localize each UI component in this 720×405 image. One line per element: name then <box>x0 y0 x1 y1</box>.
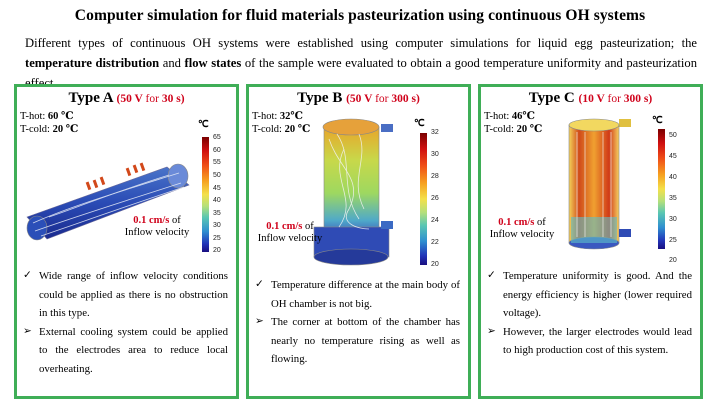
type-b-notes: ✓ Temperature difference at the main body… <box>255 276 460 369</box>
page-title: Computer simulation for fluid materials … <box>74 7 646 24</box>
type-c-temperatures: T-hot: 46℃ T-cold: 20 ℃ <box>484 111 543 135</box>
type-c-tick: 40 <box>669 174 677 181</box>
type-a-tick: 50 <box>213 172 221 179</box>
type-b-inflow-velocity: 0.1 cm/s of Inflow velocity <box>257 221 323 244</box>
check-icon: ✓ <box>23 270 32 281</box>
type-a-inflow-velocity: 0.1 cm/s of Inflow velocity <box>124 215 190 238</box>
type-b-temperatures: T-hot: 32℃ T-cold: 20 ℃ <box>252 111 311 135</box>
type-c-tick: 30 <box>669 216 677 223</box>
type-a-tick: 30 <box>213 222 221 229</box>
type-c-tick: 50 <box>669 132 677 139</box>
type-b-tick: 24 <box>431 217 439 224</box>
type-c-panel: Type C (10 V for 300 s) T-hot: 46℃ T-col… <box>478 84 703 399</box>
type-a-panel: Type A (50 V for 30 s) T-hot: 60 ℃ T-col… <box>14 84 239 399</box>
type-c-simulation-image <box>568 118 631 250</box>
type-a-simulation-image <box>26 162 190 241</box>
type-a-tick: 40 <box>213 197 221 204</box>
type-c-colorbar-unit: ℃ <box>652 115 663 126</box>
type-b-tick: 20 <box>431 261 439 268</box>
arrow-bullet-icon: ➢ <box>487 325 496 337</box>
type-b-tick: 26 <box>431 195 439 202</box>
type-c-colorbar <box>658 129 665 249</box>
type-b-simulation-image <box>313 118 393 266</box>
type-a-colorbar-unit: ℃ <box>198 119 209 130</box>
type-b-colorbar-unit: ℃ <box>414 118 425 129</box>
type-b-tick: 28 <box>431 173 439 180</box>
type-c-inflow-velocity: 0.1 cm/s of Inflow velocity <box>489 217 555 240</box>
type-a-tick: 25 <box>213 235 221 242</box>
type-a-tick: 60 <box>213 147 221 154</box>
type-c-tick: 20 <box>669 257 677 264</box>
arrow-bullet-icon: ➢ <box>23 325 32 337</box>
type-a-notes: ✓ Wide range of inflow velocity condition… <box>23 267 228 378</box>
type-a-tick: 45 <box>213 185 221 192</box>
note-item: ✓ Temperature difference at the main body… <box>255 276 460 313</box>
type-c-tick: 35 <box>669 195 677 202</box>
type-b-colorbar <box>420 133 427 265</box>
type-a-colorbar <box>202 137 209 252</box>
type-c-notes: ✓ Temperature uniformity is good. And the… <box>487 267 692 360</box>
arrow-bullet-icon: ➢ <box>255 316 264 327</box>
type-b-panel: Type B (50 V for 300 s) T-hot: 32℃ T-col… <box>246 84 471 399</box>
type-b-tick: 30 <box>431 151 439 158</box>
type-b-title: Type B (50 V for 300 s) <box>297 90 420 106</box>
check-icon: ✓ <box>255 279 264 290</box>
type-b-tick: 22 <box>431 239 439 246</box>
type-c-tick: 45 <box>669 153 677 160</box>
type-a-title: Type A (50 V for 30 s) <box>68 90 185 106</box>
type-c-tick: 25 <box>669 237 677 244</box>
note-item: ➢ The corner at bottom of the chamber has… <box>255 313 460 369</box>
type-a-tick: 65 <box>213 134 221 141</box>
note-item: ➢ However, the larger electrodes would le… <box>487 323 692 360</box>
type-b-tick: 32 <box>431 129 439 136</box>
intro-paragraph: Different types of continuous OH systems… <box>25 36 698 90</box>
type-c-title: Type C (10 V for 300 s) <box>528 90 653 106</box>
type-a-tick: 55 <box>213 159 221 166</box>
note-item: ✓ Temperature uniformity is good. And the… <box>487 267 692 323</box>
type-a-temperatures: T-hot: 60 ℃ T-cold: 20 ℃ <box>20 111 79 135</box>
note-item: ✓ Wide range of inflow velocity condition… <box>23 267 228 323</box>
type-a-tick: 20 <box>213 247 221 254</box>
type-a-tick: 35 <box>213 210 221 217</box>
check-icon: ✓ <box>487 270 496 281</box>
note-item: ➢ External cooling system could be applie… <box>23 323 228 379</box>
